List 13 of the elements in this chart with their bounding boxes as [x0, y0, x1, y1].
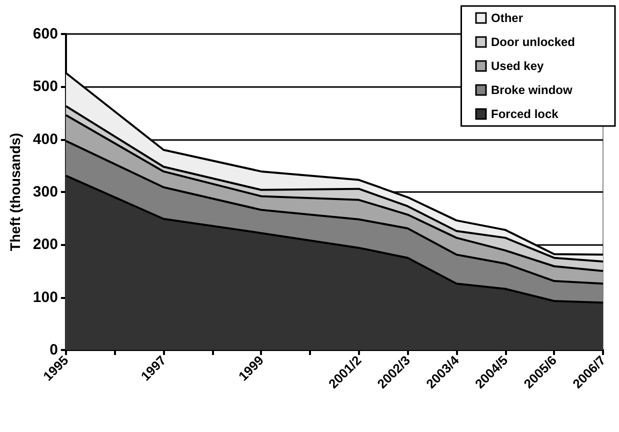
y-tick-label: 300 [32, 184, 58, 200]
legend-label: Other [490, 11, 524, 25]
y-tick-label: 500 [32, 78, 58, 96]
legend-label: Used key [490, 59, 544, 73]
legend-label: Broke window [490, 83, 573, 97]
legend-label: Forced lock [490, 107, 559, 121]
y-tick-label: 0 [50, 342, 58, 358]
y-tick-label: 600 [32, 26, 58, 42]
y-tick-label: 400 [32, 130, 58, 148]
y-tick-label: 200 [32, 236, 58, 254]
legend-label: Door unlocked [490, 35, 576, 49]
y-axis-title: Theft (thousands) [7, 132, 23, 252]
y-tick-label: 100 [32, 288, 58, 306]
